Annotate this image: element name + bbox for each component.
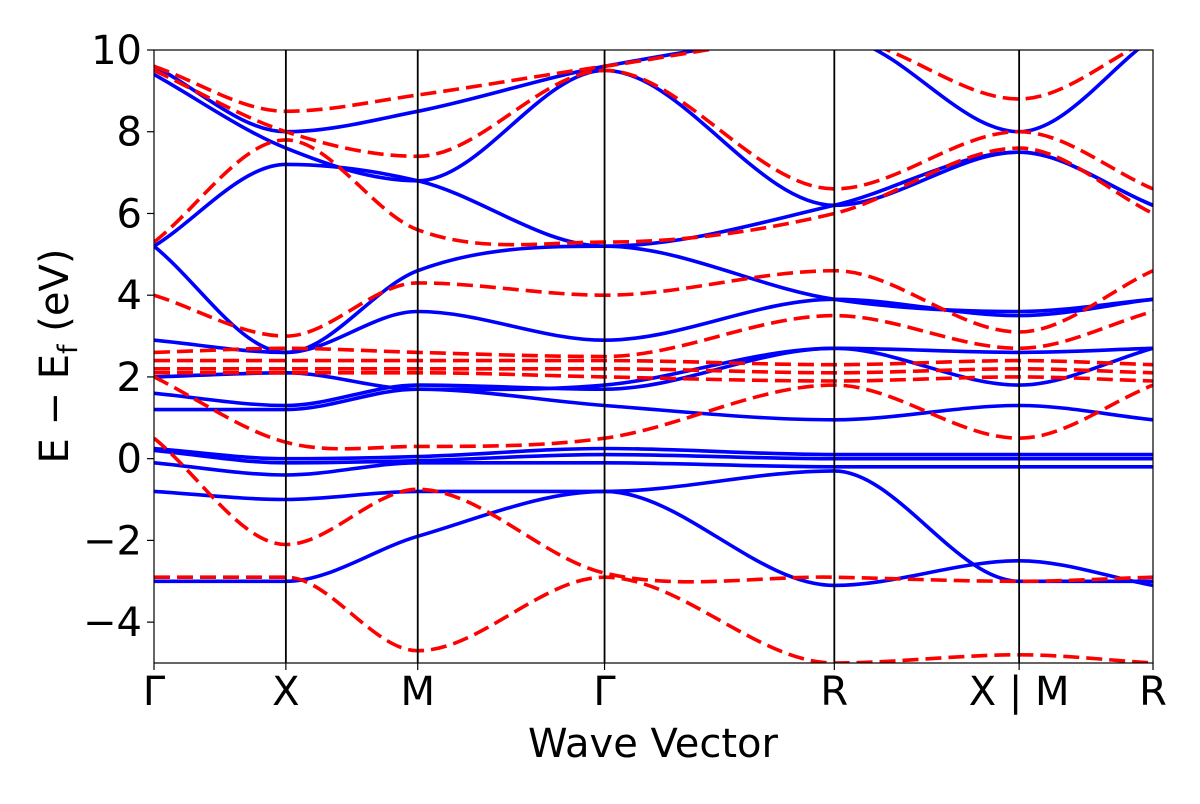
solid-band-6	[154, 387, 1153, 422]
y-tick-label: 0	[117, 437, 142, 483]
y-axis-label-unit: (eV)	[32, 249, 78, 345]
x-axis-label: Wave Vector	[528, 721, 779, 767]
dashed-band-4	[154, 370, 1153, 383]
x-tick-label: Γ	[143, 669, 166, 715]
x-axis-ticks: Γ X M Γ R X | M R	[143, 663, 1167, 715]
solid-band-7	[154, 346, 1153, 408]
y-tick-label: −2	[83, 518, 142, 564]
y-axis-label-main: E − E	[32, 354, 78, 464]
solid-band-4	[154, 448, 1153, 465]
y-axis-label-subscript: f	[53, 343, 84, 354]
y-tick-label: 6	[117, 191, 142, 237]
dashed-band-11	[154, 50, 1134, 114]
y-axis-label: E − Ef (eV)	[32, 249, 84, 464]
solid-band-5	[154, 446, 1153, 461]
dashed-band-5	[154, 366, 1153, 375]
x-tick-label: X | M	[969, 669, 1070, 715]
y-tick-label: 4	[117, 273, 142, 319]
x-tick-label: M	[400, 669, 435, 715]
y-tick-label: 8	[117, 110, 142, 156]
y-tick-label: 2	[117, 355, 142, 401]
dashed-band-6	[154, 358, 1153, 367]
x-tick-label: X	[272, 669, 299, 715]
dashed-band-10	[154, 68, 1153, 191]
dashed-band-7	[154, 309, 1153, 359]
x-tick-label: R	[820, 669, 848, 715]
plot-frame	[153, 49, 1154, 664]
x-tick-label: R	[1139, 669, 1167, 715]
solid-band-3	[154, 460, 1153, 477]
x-tick-label: Γ	[593, 669, 616, 715]
y-axis-ticks: −4 −2 0 2 4 6 8 10	[83, 28, 154, 646]
high-symmetry-lines	[284, 50, 1021, 663]
y-tick-label: −4	[83, 600, 142, 646]
solid-band-8	[154, 346, 1153, 392]
y-tick-label: 10	[91, 28, 142, 74]
